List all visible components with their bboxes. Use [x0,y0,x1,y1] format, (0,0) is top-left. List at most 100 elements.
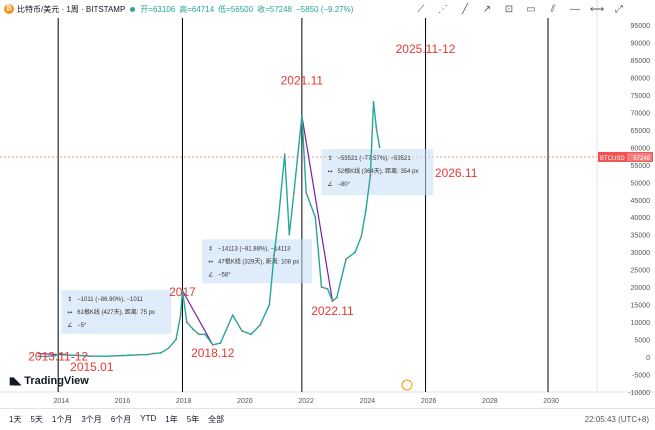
cycle-annotation: 2018.12 [191,346,235,360]
price-point [314,216,317,219]
price-point [75,354,78,357]
price-point [354,251,357,254]
ray-tool-icon[interactable]: ↗ [482,4,492,15]
price-point [84,354,87,357]
price-point [375,128,378,131]
y-tick-label: 25000 [631,268,651,275]
price-point [378,146,381,149]
x-tick-label: 2022 [298,398,314,405]
horizontal-line-tool-icon[interactable]: — [570,4,580,15]
x-tick-label: 2024 [360,398,376,405]
timeframe-button[interactable]: 6个月 [110,415,132,424]
y-tick-label: 55000 [631,163,651,170]
price-point [185,321,188,323]
market-status-icon [130,6,136,12]
angle-icon: ∠ [327,181,332,188]
measurement-box[interactable] [202,239,313,284]
price-tag-value: 57248 [633,156,650,162]
last-price-tag [598,151,653,162]
y-tick-label: 10000 [631,320,651,327]
price-point [211,343,214,346]
y-tick-label: 45000 [631,198,651,205]
price-point [181,289,184,292]
y-tick-label: 40000 [631,215,651,222]
timeframe-button[interactable]: 1天 [9,415,22,424]
price-point [240,329,243,332]
measurement-text: −14113 (−81.88%), −14113 [218,246,291,252]
chart-header: ₿ 比特币/美元 · 1周 · BITSTAMP 开=63106 高=64714… [0,0,395,18]
price-point [204,333,207,336]
measurement-line[interactable] [301,115,334,302]
price-point [106,355,109,358]
path-tool-icon[interactable]: ⟋ [417,4,425,15]
rectangle-tool-icon[interactable]: ▭ [526,4,536,15]
price-point [277,216,280,219]
trend-line-tool-icon[interactable]: ╱ [461,4,469,15]
timeframe-button[interactable]: 5天 [30,415,43,424]
bitcoin-icon: ₿ [4,4,14,14]
price-point [250,333,252,336]
y-tick-label: 85000 [631,58,651,65]
price-point [159,351,162,354]
measurement-box[interactable] [61,289,172,334]
tradingview-mark-icon: ▮◣ [9,375,21,387]
event-icon[interactable] [401,379,413,391]
price-point [167,347,170,350]
y-tick-label: 80000 [631,75,651,82]
info-line-tool-icon[interactable]: ⤢ [615,4,623,15]
y-tick-label: -10000 [628,390,650,397]
price-point [288,233,291,236]
x-tick-label: 2014 [53,398,69,405]
price-range-icon: ↕ [67,296,72,303]
parallel-channel-icon[interactable]: ⫽ [550,4,556,15]
price-point [345,258,347,261]
y-tick-label: 15000 [631,303,651,310]
x-tick-label: 2030 [543,398,559,405]
bars-range-icon: ↔ [208,258,213,265]
price-point [227,324,229,327]
x-tick-label: 2020 [237,398,253,405]
price-point [273,254,275,257]
timeframe-button[interactable]: 5年 [186,415,200,424]
measurement-text: 47根K线 (329天), 距离: 108 px [218,257,299,265]
timeframe-button[interactable]: 1个月 [51,415,73,424]
y-tick-label: 65000 [631,128,651,135]
cycle-annotation: 2017 [169,285,196,299]
price-point [37,355,40,358]
timeframe-button[interactable]: 1年 [165,415,178,424]
bottom-bar: 1天 5天 1个月 3个月 6个月 YTD 1年 5年 全部 22:05:43 (UTC+8) [0,408,655,430]
price-point [179,314,182,317]
y-tick-label: 90000 [631,40,651,47]
price-point [305,191,308,194]
timeframe-button[interactable]: 全部 [208,415,225,424]
x-tick-label: 2028 [482,398,498,405]
price-point [66,354,69,356]
y-tick-label: -5000 [632,373,650,380]
y-tick-label: 70000 [631,110,651,117]
price-point [219,342,222,344]
measurement-box[interactable] [321,149,434,196]
price-tag-symbol: BTCUSD [600,156,625,162]
price-point [191,328,194,330]
change-value: −5850 (−9.27%) [296,4,354,14]
clock: 22:05:43 (UTC+8) [584,415,649,424]
cycle-annotation: 2025.11-12 [396,42,456,56]
measurement-line[interactable] [181,290,214,346]
extended-line-tool-icon[interactable]: ⟷ [589,4,605,15]
price-point [90,355,93,358]
price-point [136,353,139,356]
y-tick-label: 5000 [634,338,650,345]
symbol-label[interactable]: 比特币/美元 · 1周 · BITSTAMP [17,4,126,14]
price-point [320,286,323,289]
x-tick-label: 2026 [421,398,437,405]
price-point [364,209,367,212]
price-point [360,235,363,238]
timeframe-button[interactable]: 3个月 [81,415,102,424]
price-point [372,100,375,103]
x-tick-label: 2018 [176,398,192,405]
timeframe-button[interactable]: YTD [140,414,157,423]
cycle-annotation: 2013.11-12 [28,350,88,364]
polyline-tool-icon[interactable]: ⋰ [438,4,448,15]
measure-tool-icon[interactable]: ⊡ [504,4,514,15]
